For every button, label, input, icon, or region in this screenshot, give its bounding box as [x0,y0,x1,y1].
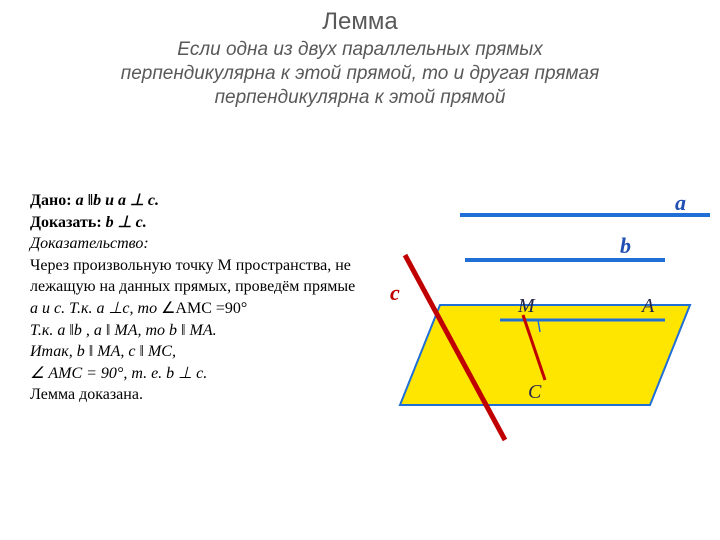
proof-block: Дано: a ‖b и a ⊥ c. Доказать: b ⊥ c. Док… [30,190,370,406]
subtitle-line-2: перпендикулярна к этой прямой, то и друг… [121,63,600,84]
proof-body-5: ∠ АМС = 90°, т. е. b ⊥ c. [30,363,370,385]
proof-body-3: Т.к. a ‖b , a ‖ МА, то b ‖ МА. [30,320,370,342]
lemma-title: Лемма [0,0,720,36]
proof-body-4: Итак, b ‖ МА, с ‖ МС, [30,341,370,363]
proof-label: Доказательство: [30,233,370,255]
proof-body-1: Через произвольную точку М пространства,… [30,255,370,298]
label-b: b [620,233,631,258]
given-line: Дано: a ‖b и a ⊥ c. [30,190,370,212]
proof-body-6: Лемма доказана. [30,384,370,406]
proof-body-2-prefix: a и с. Т.к. a ⊥с, то [30,300,161,317]
subtitle-line-1: Если одна из двух параллельных прямых [177,39,543,60]
proof-body-2-angle: ∠АМС =90° [161,300,247,317]
subtitle-line-3: перпендикулярна к этой прямой [215,87,506,108]
given-prefix: Дано: [30,192,76,209]
proof-body-2: a и с. Т.к. a ⊥с, то ∠АМС =90° [30,298,370,320]
label-a: a [675,190,686,215]
label-m: М [517,295,536,317]
prove-math: b ⊥ c. [106,214,147,231]
prove-prefix: Доказать: [30,214,106,231]
label-c-point: С [528,381,542,403]
label-c: c [390,280,400,305]
label-a-point: А [640,295,655,317]
proof-body-5-text: ∠ АМС = 90°, т. е. b ⊥ c. [30,365,207,382]
proof-body-3-text: Т.к. a ‖b , a ‖ МА, то b ‖ МА. [30,322,217,339]
diagram: a b c М А С [370,180,710,460]
prove-line: Доказать: b ⊥ c. [30,212,370,234]
given-math: a ‖b и a ⊥ c. [76,192,159,209]
proof-body-4-text: Итак, b ‖ МА, с ‖ МС, [30,343,176,360]
lemma-subtitle: Если одна из двух параллельных прямых пе… [0,36,720,109]
diagram-svg: a b c М А С [370,180,710,460]
